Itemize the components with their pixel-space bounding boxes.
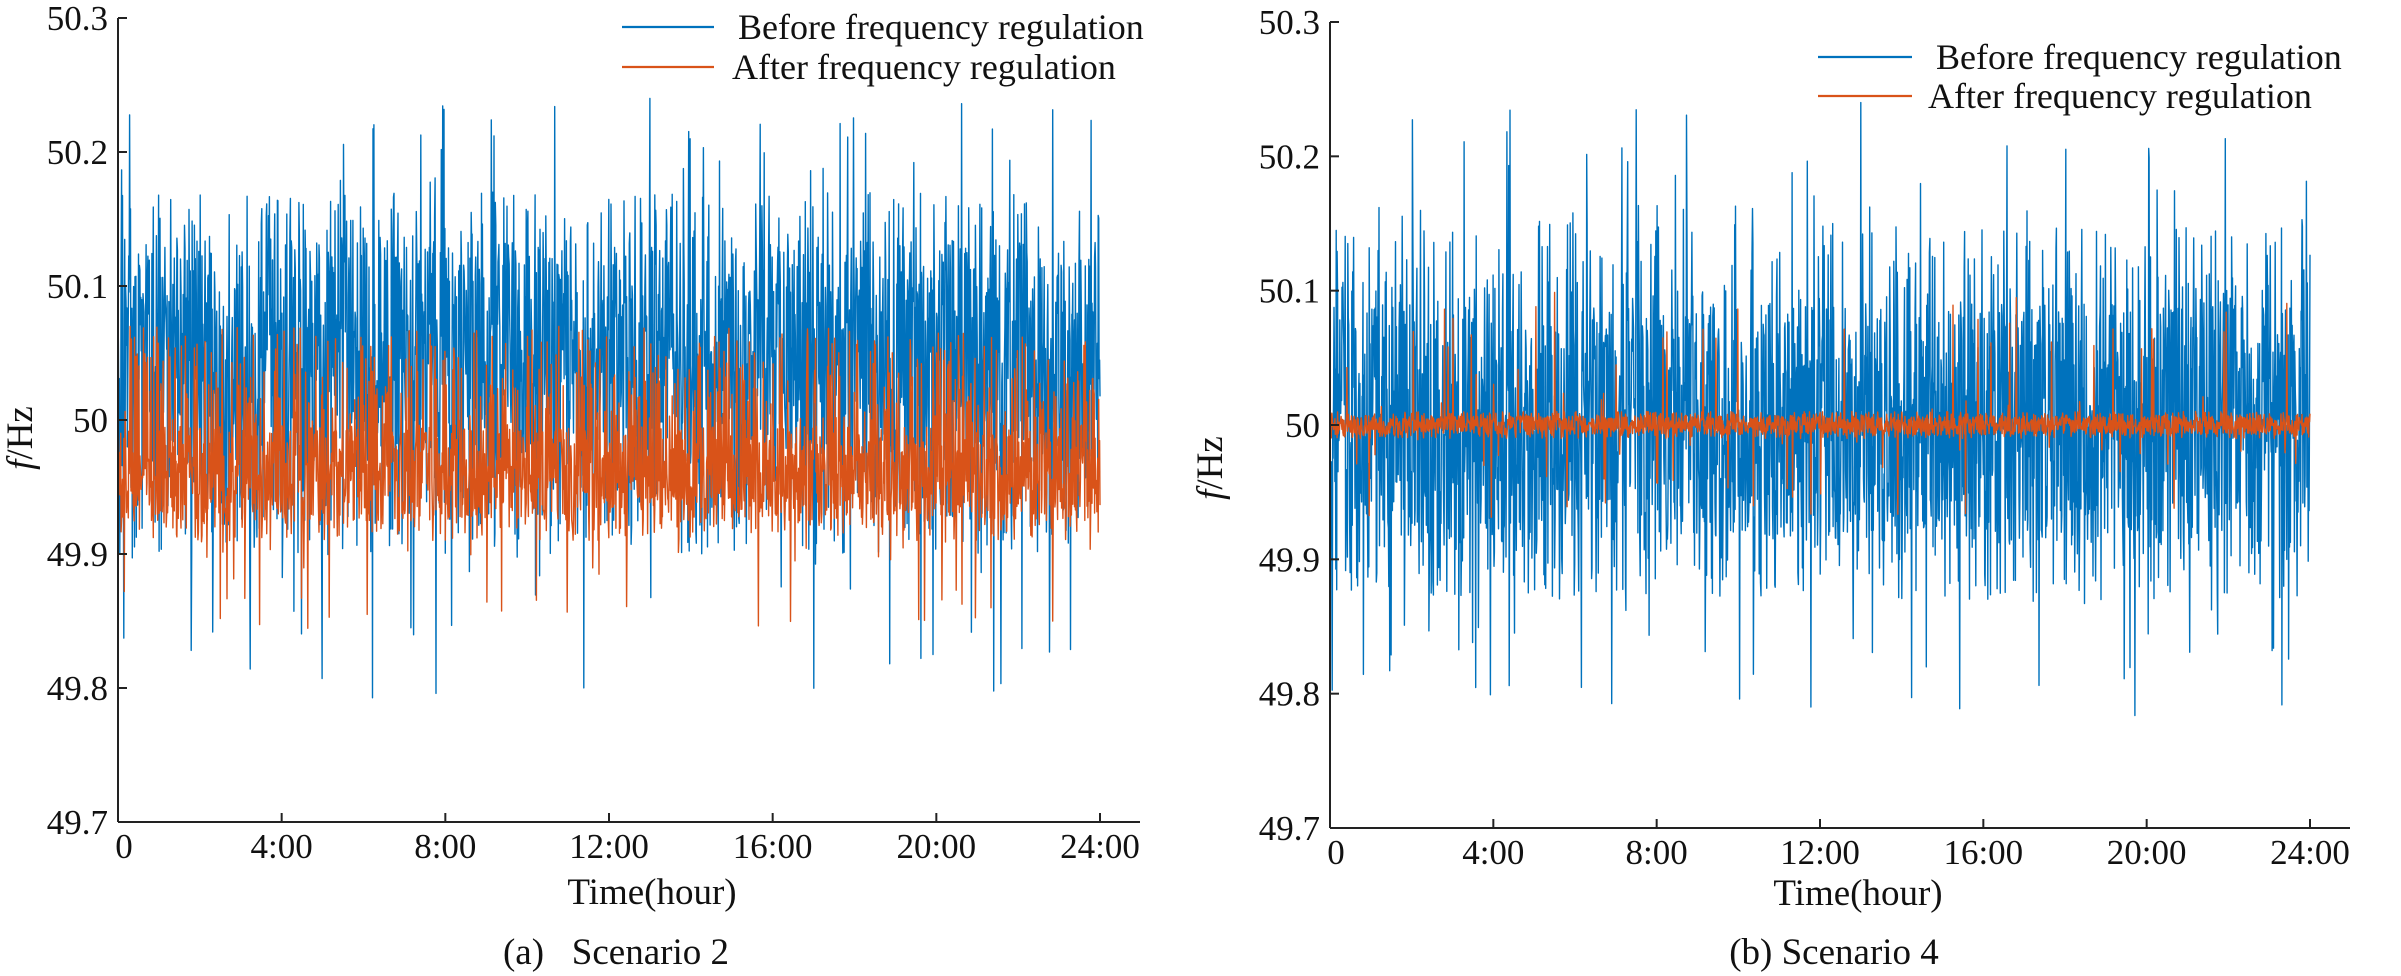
x-tick-label-b: 20:00: [2107, 833, 2187, 872]
y-tick-label-a: 50.3: [47, 0, 108, 38]
y-tick-label-a: 50: [73, 401, 108, 440]
series-after-line-a: [117, 325, 1101, 629]
legend-label-after-b: After frequency regulation: [1928, 76, 2312, 116]
plot-area-a: [117, 97, 1101, 699]
ticks-a: 49.7 49.8 49.9 50 50.1 50.2 50.3 0 4:00 8:00 12:00…: [47, 0, 1140, 866]
y-tick-label-a: 49.8: [47, 669, 108, 708]
x-tick-label-a: 24:00: [1060, 827, 1140, 866]
y-tick-label-b: 50: [1285, 406, 1320, 445]
x-tick-label-a: 8:00: [414, 827, 476, 866]
plot-area-b: [1329, 101, 2311, 717]
x-tick-label-a: 16:00: [733, 827, 813, 866]
panel-b-scenario-4: 49.7 49.8 49.9 50 50.1 50.2 50.3 0 4:00 8:00 12:00…: [1190, 3, 2350, 973]
x-tick-label-b: 12:00: [1780, 833, 1860, 872]
y-tick-label-b: 50.1: [1259, 272, 1320, 311]
legend-b: Before frequency regulation After freque…: [1818, 37, 2342, 116]
y-axis-label-a: f/Hz: [0, 406, 41, 470]
series-before-line-a: [117, 97, 1101, 699]
y-tick-label-b: 50.2: [1259, 137, 1320, 176]
x-tick-label-a: 12:00: [569, 827, 649, 866]
x-tick-label-b: 16:00: [1943, 833, 2023, 872]
y-tick-label-b: 49.8: [1259, 675, 1320, 714]
y-tick-label-a: 49.7: [47, 803, 108, 842]
legend-label-before-a: Before frequency regulation: [738, 7, 1144, 47]
ticks-b: 49.7 49.8 49.9 50 50.1 50.2 50.3 0 4:00 8:00 12:00…: [1259, 3, 2350, 872]
x-tick-label-a: 4:00: [251, 827, 313, 866]
caption-a: (a) Scenario 2: [503, 932, 729, 973]
y-tick-label-a: 49.9: [47, 535, 108, 574]
y-tick-label-a: 50.1: [47, 267, 108, 306]
x-axis-label-a: Time(hour): [567, 872, 736, 913]
x-tick-label-b: 4:00: [1462, 833, 1524, 872]
legend-label-before-b: Before frequency regulation: [1936, 37, 2342, 77]
panel-a-scenario-2: 49.7 49.8 49.9 50 50.1 50.2 50.3 0 4:00 8:00 12:00…: [0, 0, 1144, 973]
x-axis-label-b: Time(hour): [1773, 873, 1942, 914]
series-after-line-b: [1329, 291, 2311, 518]
legend-a: Before frequency regulation After freque…: [622, 7, 1144, 87]
legend-label-after-a: After frequency regulation: [732, 47, 1116, 87]
x-tick-label-b: 0: [1327, 833, 1345, 872]
y-tick-label-b: 49.7: [1259, 809, 1320, 848]
y-axis-label-b: f/Hz: [1190, 436, 1231, 500]
x-tick-label-b: 8:00: [1626, 833, 1688, 872]
y-tick-label-b: 49.9: [1259, 540, 1320, 579]
y-tick-label-b: 50.3: [1259, 3, 1320, 42]
x-tick-label-a: 20:00: [896, 827, 976, 866]
y-tick-label-a: 50.2: [47, 133, 108, 172]
caption-b: (b) Scenario 4: [1729, 932, 1939, 973]
x-tick-label-b: 24:00: [2270, 833, 2350, 872]
x-tick-label-a: 0: [115, 827, 133, 866]
